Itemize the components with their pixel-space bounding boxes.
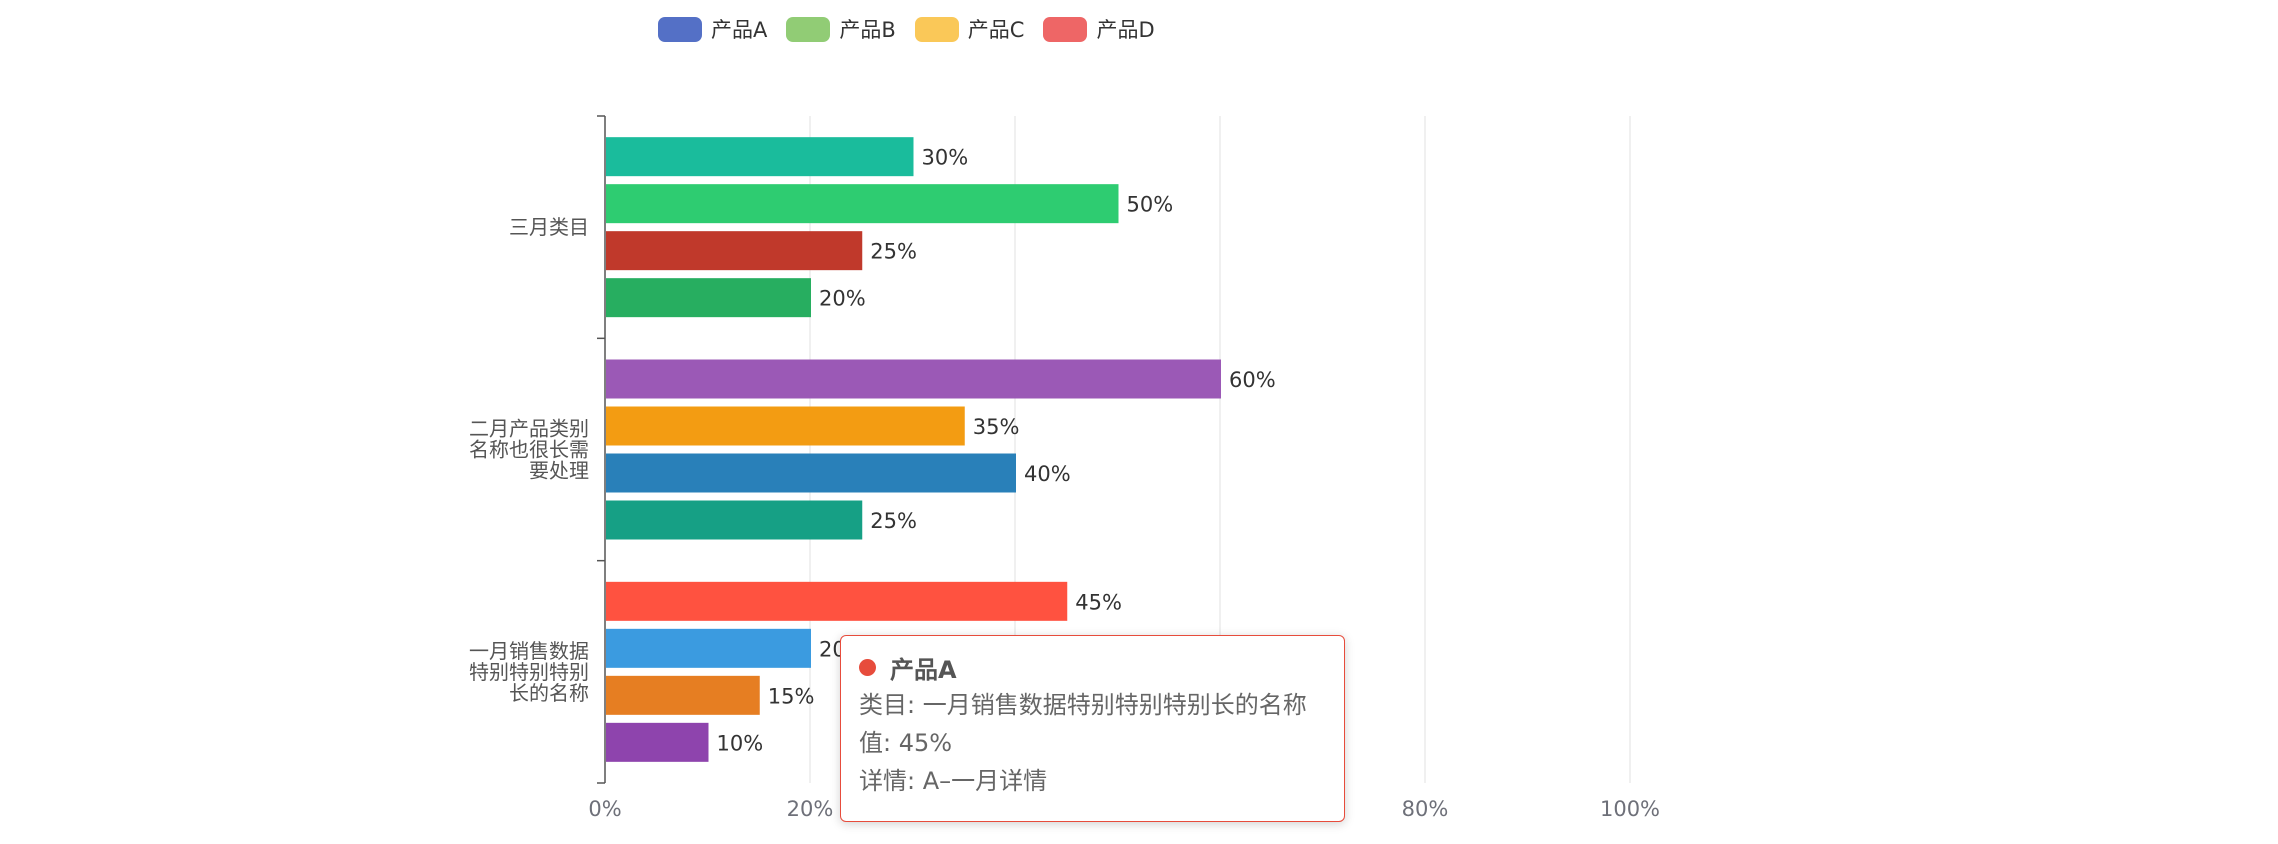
y-category-label: 要处理 (529, 459, 589, 483)
legend-swatch-product-b (786, 16, 831, 42)
y-category-label: 特别特别特别 (469, 660, 589, 684)
bar (606, 406, 965, 446)
data-label: 40% (1024, 462, 1071, 486)
legend-swatch-product-a (658, 16, 702, 42)
tooltip: 产品A 类目: 一月销售数据特别特别特别长的名称 值: 45% 详情: A–一月… (840, 635, 1345, 822)
bar (606, 722, 709, 762)
tooltip-marker-dot (859, 658, 876, 676)
bar (606, 278, 811, 318)
data-label: 10% (717, 731, 764, 755)
legend-swatch-product-c (914, 16, 959, 42)
data-label: 60% (1229, 368, 1276, 392)
data-label: 35% (973, 415, 1020, 439)
y-category-label: 名称也很长需 (469, 438, 589, 462)
bar (606, 500, 863, 540)
legend-item-product-b[interactable]: 产品B (786, 14, 896, 44)
bar (606, 581, 1068, 621)
x-tick-label: 0% (588, 797, 621, 821)
bar (606, 231, 863, 271)
legend-item-product-c[interactable]: 产品C (914, 14, 1025, 44)
bar (606, 628, 811, 668)
y-category-label: 三月类目 (509, 215, 589, 239)
legend-label-product-d: 产品D (1096, 18, 1155, 42)
tooltip-value: 值: 45% (859, 729, 953, 757)
legend: 产品A 产品B 产品C 产品D (658, 14, 1174, 44)
data-label: 45% (1075, 590, 1122, 614)
bar (606, 453, 1016, 493)
x-tick-label: 20% (787, 797, 834, 821)
legend-label-product-a: 产品A (711, 18, 768, 42)
legend-label-product-c: 产品C (967, 18, 1025, 42)
data-label: 25% (870, 240, 917, 264)
bar (606, 184, 1119, 224)
x-tick-label: 100% (1600, 797, 1660, 821)
data-label: 15% (768, 684, 815, 708)
bar (606, 359, 1221, 399)
data-label: 20% (819, 287, 866, 311)
legend-item-product-d[interactable]: 产品D (1043, 14, 1155, 44)
legend-item-product-a[interactable]: 产品A (658, 14, 767, 44)
tooltip-series-name: 产品A (890, 655, 957, 684)
tooltip-detail: 详情: A–一月详情 (859, 767, 1048, 795)
y-category-label: 一月销售数据 (469, 639, 589, 663)
legend-label-product-b: 产品B (839, 18, 896, 42)
data-label: 25% (870, 509, 917, 533)
data-label: 30% (922, 146, 969, 170)
y-category-label: 长的名称 (509, 681, 589, 705)
y-category-label: 二月产品类别 (469, 417, 589, 441)
legend-swatch-product-d (1043, 16, 1088, 42)
tooltip-title: 产品A (859, 650, 1326, 684)
tooltip-category: 类目: 一月销售数据特别特别特别长的名称 (859, 691, 1307, 719)
data-label: 50% (1127, 193, 1174, 217)
bar (606, 675, 760, 715)
bar (606, 137, 914, 177)
x-tick-label: 80% (1402, 797, 1449, 821)
